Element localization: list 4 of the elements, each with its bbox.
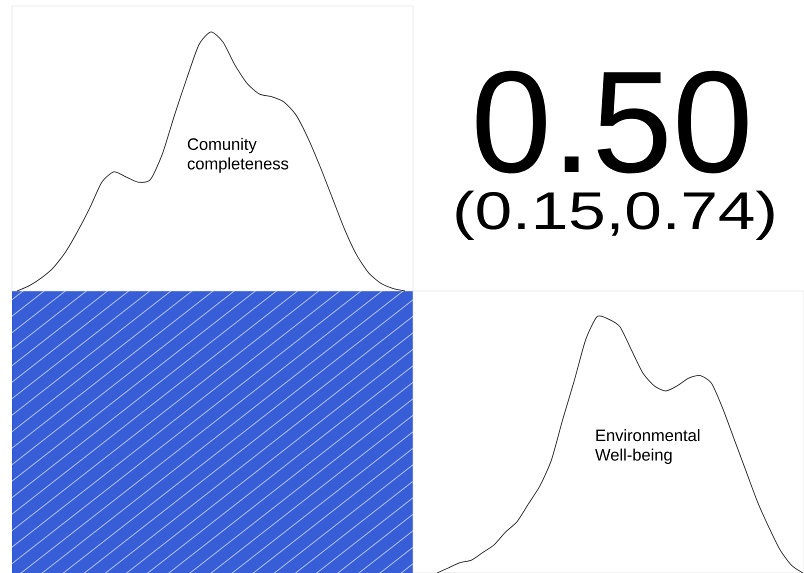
text: (0.15,0.74) [456,190,774,240]
annotation: Comunity completeness [188,138,288,173]
text: 0.50 [476,70,748,174]
annotation: Environmental Well-being [595,429,700,464]
